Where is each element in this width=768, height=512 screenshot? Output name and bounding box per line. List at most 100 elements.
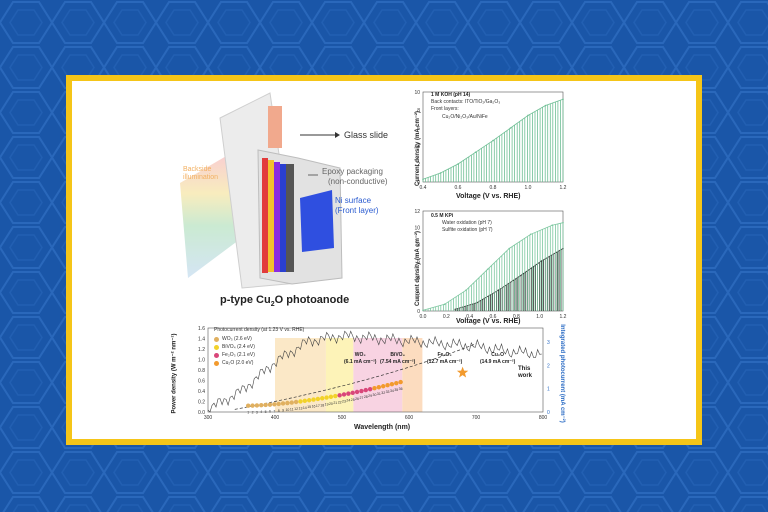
glass-slide-contact — [268, 106, 282, 148]
top-legend-front-layers: Front layers: — [431, 106, 459, 112]
photocurrent-point — [289, 400, 294, 405]
photocurrent-point — [376, 385, 382, 390]
region-value: (12.7 mA cm⁻²) — [427, 359, 463, 365]
photocurrent-point — [259, 403, 264, 408]
y-tick-label: 6 — [417, 259, 420, 265]
data-point — [465, 289, 467, 291]
data-point — [492, 139, 494, 142]
photocurrent-point — [385, 383, 390, 388]
y-tick-label: 8 — [417, 242, 420, 248]
point-label: 27 — [359, 396, 363, 400]
point-label: 15 — [307, 405, 311, 409]
top-legend-electrolyte: 1 M KOH (pH 14) — [431, 92, 471, 98]
spectrum-ylabel-left: Power density (W m⁻² nm⁻¹) — [171, 333, 178, 414]
this-work-label: This work — [518, 366, 533, 379]
photocurrent-point — [389, 381, 395, 387]
point-label: 2 — [252, 411, 254, 415]
x-tick-label: 1.2 — [560, 314, 567, 320]
photocurrent-point — [276, 401, 281, 407]
legend-marker-icon — [214, 344, 219, 350]
data-point — [527, 114, 529, 117]
y-tick-label: 2 — [417, 292, 420, 298]
photocurrent-point — [394, 380, 399, 386]
y-tick-label: 12 — [414, 209, 420, 215]
data-point — [497, 289, 500, 291]
region-name: Fe₂O₃ — [437, 352, 452, 358]
x-tick-label: 1.2 — [560, 185, 567, 191]
photocurrent-point — [363, 387, 368, 393]
point-label: 7 — [273, 409, 275, 413]
y-tick-label: 0.0 — [198, 410, 205, 416]
spectrum-ylabel-right: Integrated photocurrent (mA cm⁻²) — [558, 324, 565, 423]
mid-xlabel: Voltage (V vs. RHE) — [456, 318, 521, 325]
photocurrent-point — [254, 403, 260, 408]
top-legend-series: Cu₂O/Ni₂O₃/Au/NiFe — [442, 114, 488, 120]
data-point — [551, 224, 554, 226]
point-label: 3 — [256, 410, 258, 414]
point-label: 33 — [386, 390, 390, 394]
legend-marker-icon — [214, 360, 219, 366]
y-tick-label: 1.6 — [198, 326, 205, 332]
x-tick-label: 300 — [204, 415, 213, 421]
point-label: 11 — [290, 408, 294, 412]
ni-surface — [300, 190, 334, 252]
photocurrent-point — [298, 399, 303, 404]
x-tick-label: 600 — [405, 415, 414, 421]
spectrum-legend-item: Cu₂O (2.0 eV) — [214, 359, 255, 367]
y2-tick-label: 0 — [547, 410, 550, 416]
point-label: 19 — [325, 403, 329, 407]
photocurrent-point — [315, 396, 321, 402]
series-spikes — [422, 222, 564, 311]
absorption-region — [325, 338, 354, 412]
y-tick-label: 0.4 — [198, 389, 205, 395]
point-label: 24 — [346, 399, 350, 403]
region-label: WO₃ (6.1 mA cm⁻²) — [344, 352, 376, 366]
ni-surface-label: Ni surface (Front layer) — [335, 196, 379, 215]
y-tick-label: 1.4 — [198, 337, 205, 343]
data-point — [474, 151, 477, 154]
legend-label: WO₃ (2.6 eV) — [222, 336, 252, 342]
mid-legend-water: Water oxidation (pH 7) — [442, 220, 492, 226]
legend-label: Cu₂O (2.0 eV) — [222, 360, 254, 366]
photocurrent-point — [280, 401, 286, 406]
region-label: BiVO₄ (7.54 mA cm⁻²) — [380, 352, 415, 366]
y2-tick-label: 1 — [547, 387, 550, 393]
point-label: 26 — [355, 397, 359, 401]
photocurrent-point — [263, 402, 268, 408]
point-label: 17 — [316, 404, 320, 408]
data-point — [509, 127, 512, 129]
photocurrent-point — [337, 393, 342, 398]
spectrum-chart: 300 400 500 600 700 8000.00.20.40.60.81.01.21… — [198, 326, 550, 421]
point-label: 36 — [399, 387, 403, 391]
y-tick-label: 0 — [417, 309, 420, 315]
data-point — [422, 309, 424, 311]
point-label: 5 — [265, 410, 267, 414]
x-tick-label: 0.4 — [466, 314, 473, 320]
absorption-region — [402, 338, 423, 412]
point-label: 30 — [373, 393, 377, 397]
point-label: 23 — [342, 399, 346, 403]
mid-ylabel: Current density (mA cm⁻²) — [414, 231, 421, 306]
photocurrent-point — [381, 384, 386, 389]
region-value: (7.54 mA cm⁻²) — [380, 359, 416, 365]
mid-legend-electrolyte: 0.5 M KPi — [431, 213, 454, 219]
y-tick-label: 0.6 — [198, 379, 205, 385]
x-tick-label: 0.6 — [490, 314, 497, 320]
top-legend-back-contacts: Back contacts: ITO/TiO₂/Ga₂O₃ — [431, 99, 501, 105]
photocurrent-point — [372, 386, 377, 391]
photocurrent-point — [346, 391, 351, 396]
point-label: 18 — [320, 403, 324, 407]
y-tick-label: 10 — [414, 226, 420, 232]
point-label: 21 — [333, 401, 337, 405]
plot-frame — [207, 327, 544, 413]
data-point — [540, 260, 543, 262]
photocurrent-point — [359, 388, 364, 394]
point-label: 32 — [381, 391, 385, 395]
y2-tick-label: 2 — [547, 363, 550, 369]
data-point — [457, 163, 459, 165]
region-name: Cu₂O — [491, 352, 505, 358]
device-illustration — [180, 92, 343, 289]
region-label: Cu₂O (14.9 mA cm⁻²) — [480, 352, 515, 366]
point-label: 16 — [312, 405, 316, 409]
photocurrent-point — [333, 393, 338, 399]
